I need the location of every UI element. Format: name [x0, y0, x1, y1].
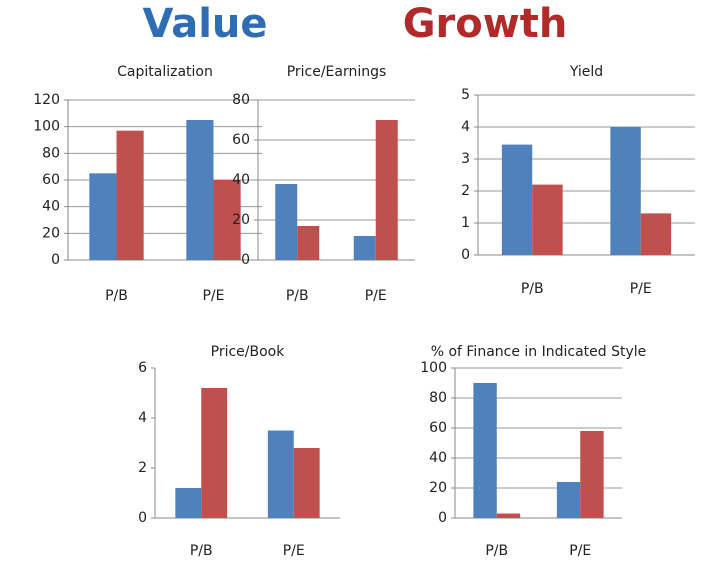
bar	[175, 488, 202, 518]
y-tick-label: 4	[461, 119, 470, 135]
bar	[213, 180, 241, 260]
bar	[201, 388, 228, 518]
bar	[556, 482, 581, 518]
chart-title: Yield	[569, 64, 603, 80]
y-tick-label: 120	[33, 92, 60, 108]
bar	[89, 173, 117, 260]
bar	[297, 226, 320, 260]
y-tick-label: 0	[138, 510, 147, 526]
bar	[293, 448, 320, 518]
x-tick-label: P/B	[485, 543, 508, 559]
bar	[496, 513, 521, 518]
y-tick-label: 5	[461, 87, 470, 103]
bar	[375, 120, 398, 260]
bar	[532, 184, 563, 255]
y-tick-label: 2	[461, 183, 470, 199]
y-tick-label: 6	[138, 360, 147, 376]
chart-title: Price/Book	[211, 344, 286, 360]
x-tick-label: P/B	[190, 543, 213, 559]
y-tick-label: 0	[241, 252, 250, 268]
y-tick-label: 40	[232, 172, 250, 188]
x-tick-label: P/E	[569, 543, 591, 559]
y-tick-label: 20	[232, 212, 250, 228]
y-tick-label: 80	[429, 390, 447, 406]
bar	[267, 430, 294, 518]
bar	[473, 383, 497, 518]
y-tick-label: 2	[138, 460, 147, 476]
bar	[186, 120, 214, 260]
bar	[640, 213, 672, 255]
x-tick-label: P/E	[283, 543, 305, 559]
y-tick-label: 4	[138, 410, 147, 426]
y-tick-label: 60	[42, 172, 60, 188]
y-tick-label: 100	[420, 360, 447, 376]
y-tick-label: 0	[461, 247, 470, 263]
y-tick-label: 80	[232, 92, 250, 108]
legend-growth: Growth	[403, 1, 568, 47]
legend-value: Value	[142, 1, 267, 47]
y-tick-label: 60	[429, 420, 447, 436]
chart-title: Price/Earnings	[287, 64, 387, 80]
y-tick-label: 0	[51, 252, 60, 268]
x-tick-label: P/E	[365, 288, 387, 304]
y-tick-label: 3	[461, 151, 470, 167]
y-tick-label: 20	[429, 480, 447, 496]
bar	[501, 144, 533, 255]
chart-title: Capitalization	[117, 64, 213, 80]
bar	[580, 431, 604, 518]
bar	[353, 236, 376, 260]
bar	[116, 130, 144, 260]
x-tick-label: P/B	[105, 288, 128, 304]
x-tick-label: P/E	[202, 288, 224, 304]
x-tick-label: P/E	[630, 281, 652, 297]
y-tick-label: 0	[438, 510, 447, 526]
x-tick-label: P/B	[521, 281, 544, 297]
y-tick-label: 100	[33, 119, 60, 135]
y-tick-label: 40	[42, 199, 60, 215]
x-tick-label: P/B	[286, 288, 309, 304]
y-tick-label: 20	[42, 225, 60, 241]
y-tick-label: 1	[461, 215, 470, 231]
chart-title: % of Finance in Indicated Style	[431, 344, 647, 360]
y-tick-label: 80	[42, 145, 60, 161]
y-tick-label: 60	[232, 132, 250, 148]
bar	[610, 127, 641, 255]
y-tick-label: 40	[429, 450, 447, 466]
bar	[275, 184, 298, 260]
